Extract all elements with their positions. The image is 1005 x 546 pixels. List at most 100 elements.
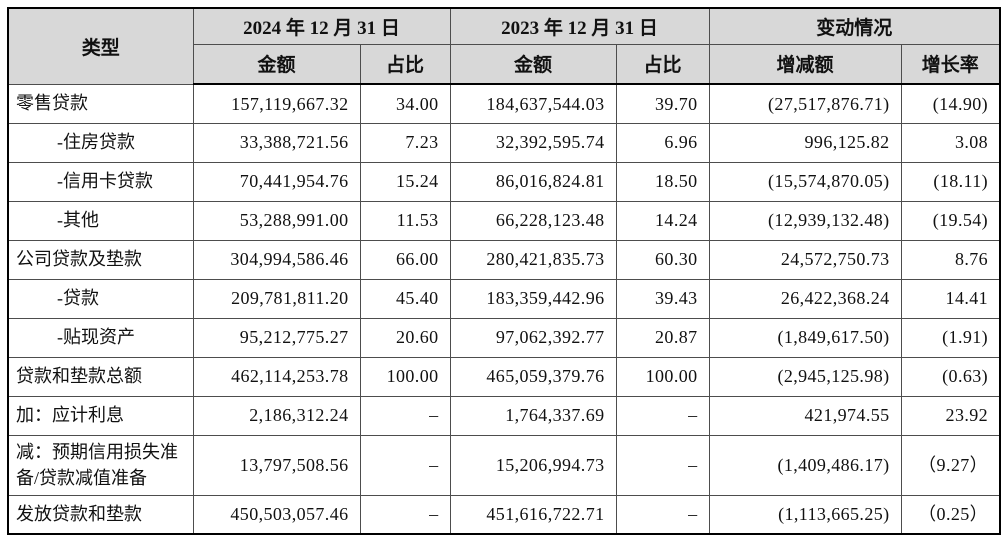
ratio-2023-cell: – (615, 434, 710, 496)
ratio-2023-cell: 39.43 (615, 278, 710, 319)
ratio-2023-cell: 60.30 (615, 239, 710, 280)
change-amount-cell: 26,422,368.24 (708, 278, 902, 319)
ratio-2024-cell: 100.00 (359, 356, 451, 397)
amount-2023-cell: 465,059,379.76 (449, 356, 617, 397)
amount-2023-cell: 15,206,994.73 (449, 434, 617, 496)
ratio-2023-cell: 100.00 (615, 356, 710, 397)
table-row: 加：应计利息 2,186,312.24–1,764,337.69–421,974.… (7, 395, 1001, 436)
ratio-2024-cell: 45.40 (359, 278, 451, 319)
header-ratio-2023: 占比 (615, 43, 710, 85)
header-change-group: 变动情况 (708, 7, 1001, 45)
type-label-cell: -贴现资产 (7, 317, 194, 358)
ratio-2023-cell: 6.96 (615, 122, 710, 163)
amount-2024-cell: 95,212,775.27 (192, 317, 361, 358)
header-amount-2024: 金额 (192, 43, 361, 85)
amount-2023-cell: 97,062,392.77 (449, 317, 617, 358)
type-label-cell: 加：应计利息 (7, 395, 194, 436)
ratio-2023-cell: 14.24 (615, 200, 710, 241)
amount-2024-cell: 13,797,508.56 (192, 434, 361, 496)
table-row: 贷款和垫款总额 462,114,253.78 100.00 465,059,379.7… (7, 356, 1001, 397)
table-row: -贷款 209,781,811.20 45.40 183,359,442.96 39.4… (7, 278, 1001, 319)
change-amount-cell: (1,849,617.50) (708, 317, 902, 358)
ratio-2023-cell: – (615, 395, 710, 436)
amount-2023-cell: 280,421,835.73 (449, 239, 617, 280)
ratio-2024-cell: 11.53 (359, 200, 451, 241)
amount-2023-cell: 66,228,123.48 (449, 200, 617, 241)
table-row: 减：预期信用损失准备/贷款减值准备 13,797,508.56–15,206,99… (7, 434, 1001, 496)
amount-2024-cell: 53,288,991.00 (192, 200, 361, 241)
ratio-2024-cell: – (359, 434, 451, 496)
amount-2024-cell: 462,114,253.78 (192, 356, 361, 397)
amount-2024-cell: 450,503,057.46 (192, 494, 361, 535)
type-label-cell: -住房贷款 (7, 122, 194, 163)
table-row: 零售贷款 157,119,667.32 34.00 184,637,544.03 39.… (7, 83, 1001, 124)
growth-rate-cell: (0.63) (900, 356, 1001, 397)
type-label-cell: 减：预期信用损失准备/贷款减值准备 (7, 434, 194, 496)
type-label-cell: 贷款和垫款总额 (7, 356, 194, 397)
header-group-row: 类型 2024 年 12 月 31 日 2023 年 12 月 31 日 变动情… (7, 7, 1001, 85)
header-ratio-2024: 占比 (359, 43, 451, 85)
change-amount-cell: (12,939,132.48) (708, 200, 902, 241)
type-label-cell: 零售贷款 (7, 83, 194, 124)
loan-structure-table: 类型 2024 年 12 月 31 日 2023 年 12 月 31 日 变动情… (7, 7, 1002, 535)
growth-rate-cell: (14.90) (900, 83, 1001, 124)
amount-2024-cell: 70,441,954.76 (192, 161, 361, 202)
table-row: 公司贷款及垫款 304,994,586.46 66.00 280,421,835.73… (7, 239, 1001, 280)
change-amount-cell: 24,572,750.73 (708, 239, 902, 280)
change-amount-cell: 996,125.82 (708, 122, 902, 163)
ratio-2024-cell: – (359, 395, 451, 436)
amount-2024-cell: 209,781,811.20 (192, 278, 361, 319)
table-header: 类型 2024 年 12 月 31 日 2023 年 12 月 31 日 变动情… (7, 7, 1001, 85)
ratio-2024-cell: 15.24 (359, 161, 451, 202)
change-amount-cell: (15,574,870.05) (708, 161, 902, 202)
growth-rate-cell: 3.08 (900, 122, 1001, 163)
amount-2024-cell: 33,388,721.56 (192, 122, 361, 163)
change-amount-cell: (27,517,876.71) (708, 83, 902, 124)
growth-rate-cell: （9.27） (900, 434, 1001, 496)
amount-2024-cell: 157,119,667.32 (192, 83, 361, 124)
table-row: -信用卡贷款 70,441,954.76 15.24 86,016,824.81 18.… (7, 161, 1001, 202)
amount-2023-cell: 183,359,442.96 (449, 278, 617, 319)
table-row: -其他 53,288,991.00 11.53 66,228,123.48 14.24(… (7, 200, 1001, 241)
table-row: 发放贷款和垫款 450,503,057.46–451,616,722.71– (1,… (7, 494, 1001, 535)
type-label-cell: 公司贷款及垫款 (7, 239, 194, 280)
amount-2024-cell: 2,186,312.24 (192, 395, 361, 436)
change-amount-cell: (2,945,125.98) (708, 356, 902, 397)
growth-rate-cell: 8.76 (900, 239, 1001, 280)
growth-rate-cell: 14.41 (900, 278, 1001, 319)
growth-rate-cell: (18.11) (900, 161, 1001, 202)
type-label-cell: 发放贷款和垫款 (7, 494, 194, 535)
ratio-2024-cell: 34.00 (359, 83, 451, 124)
ratio-2024-cell: 20.60 (359, 317, 451, 358)
ratio-2023-cell: – (615, 494, 710, 535)
header-sub-row: 金额 占比 金额 占比 增减额 增长率 (8, 43, 1001, 85)
table-row: -贴现资产 95,212,775.27 20.60 97,062,392.77 20.8… (7, 317, 1001, 358)
ratio-2023-cell: 39.70 (615, 83, 710, 124)
table-row: -住房贷款 33,388,721.56 7.23 32,392,595.74 6.96 9… (7, 122, 1001, 163)
amount-2023-cell: 86,016,824.81 (449, 161, 617, 202)
change-amount-cell: 421,974.55 (708, 395, 902, 436)
ratio-2024-cell: 66.00 (359, 239, 451, 280)
amount-2023-cell: 451,616,722.71 (449, 494, 617, 535)
header-growth-rate: 增长率 (900, 43, 1001, 85)
ratio-2023-cell: 18.50 (615, 161, 710, 202)
amount-2024-cell: 304,994,586.46 (192, 239, 361, 280)
header-amount-2023: 金额 (449, 43, 617, 85)
change-amount-cell: (1,409,486.17) (708, 434, 902, 496)
amount-2023-cell: 184,637,544.03 (449, 83, 617, 124)
type-label-cell: -贷款 (7, 278, 194, 319)
growth-rate-cell: （0.25） (900, 494, 1001, 535)
header-type: 类型 (7, 7, 194, 85)
ratio-2024-cell: 7.23 (359, 122, 451, 163)
header-change-amount: 增减额 (708, 43, 902, 85)
change-amount-cell: (1,113,665.25) (708, 494, 902, 535)
growth-rate-cell: (19.54) (900, 200, 1001, 241)
amount-2023-cell: 32,392,595.74 (449, 122, 617, 163)
table-body: 零售贷款 157,119,667.32 34.00 184,637,544.03 39.… (7, 83, 1001, 535)
header-period-2024: 2024 年 12 月 31 日 (192, 7, 451, 45)
growth-rate-cell: 23.92 (900, 395, 1001, 436)
growth-rate-cell: (1.91) (900, 317, 1001, 358)
header-period-2023: 2023 年 12 月 31 日 (449, 7, 710, 45)
type-label-cell: -其他 (7, 200, 194, 241)
